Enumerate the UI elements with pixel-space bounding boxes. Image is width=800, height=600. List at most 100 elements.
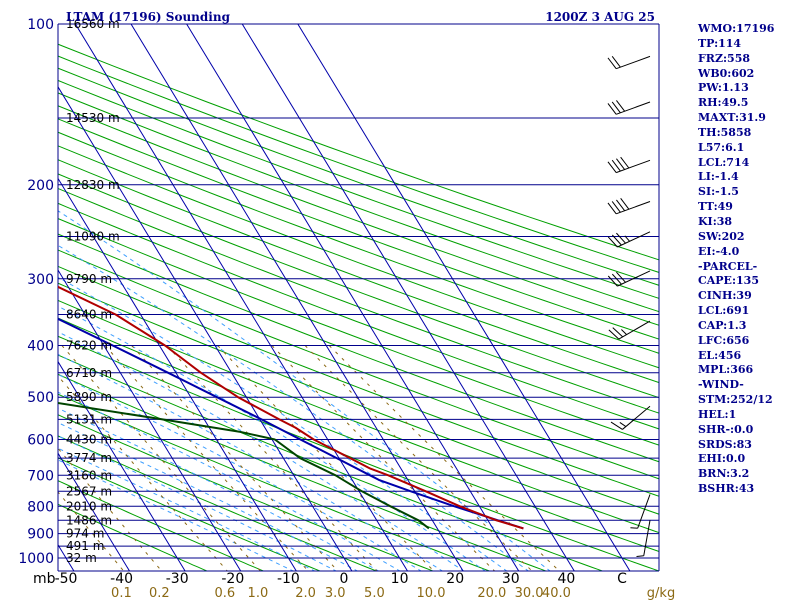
moist-adiabat-line (58, 305, 486, 571)
index-item: LCL:714 (698, 155, 750, 169)
index-item: BSHR:43 (698, 482, 755, 496)
index-item: SW:202 (698, 229, 745, 243)
wind-barb-staff (637, 494, 651, 529)
index-item: EI:-4.0 (698, 244, 740, 258)
pressure-tick-label: 100 (27, 17, 54, 33)
wind-barb-full (611, 201, 621, 213)
index-item: STM:252/12 (698, 393, 773, 407)
wind-barb-full (607, 161, 617, 173)
dry-adiabat-line (58, 43, 659, 261)
height-tick-label: 12830 m (66, 178, 120, 192)
wind-barb-staff (616, 101, 651, 115)
index-item: RH:49.5 (698, 96, 749, 110)
mixing-ratio-line (328, 345, 561, 571)
wind-barb-full (607, 57, 617, 70)
moist-adiabat-line (58, 391, 401, 571)
temperature-tick-label: 40 (557, 571, 575, 587)
isotherm-line (58, 269, 242, 571)
height-tick-label: 5890 m (66, 390, 112, 404)
mixing-ratio-tick-label: 5.0 (364, 586, 385, 600)
temperature-tick-label: -50 (55, 571, 78, 587)
wind-barb (607, 198, 651, 215)
wind-barb-staff (643, 520, 651, 556)
wind-barb (607, 156, 651, 174)
height-tick-label: 3774 m (66, 451, 112, 465)
dry-adiabat-line (58, 202, 659, 430)
wind-barb-full (611, 234, 622, 246)
index-item: MPL:366 (698, 363, 754, 377)
wind-barb-full (607, 202, 617, 215)
dry-adiabat-line (58, 233, 659, 463)
pressure-tick-label: 600 (27, 433, 54, 449)
height-tick-label: 1486 m (66, 513, 112, 527)
pressure-tick-label: 1000 (18, 551, 54, 567)
isobars (57, 23, 660, 572)
isotherm-line (186, 24, 520, 571)
moist-adiabat-line (58, 210, 551, 571)
temperature-tick-label: 0 (340, 571, 349, 587)
index-item: TP:114 (698, 36, 742, 50)
wind-barb-full (610, 421, 623, 430)
dry-adiabat-line (58, 67, 659, 286)
isotherm-line (58, 177, 297, 571)
wind-barb-full (611, 159, 621, 172)
mixing-ratio-tick-label: 2.0 (295, 586, 316, 600)
dry-adiabat-line (58, 282, 659, 515)
wind-barb (636, 520, 651, 558)
height-tick-label: 3160 m (66, 468, 112, 482)
index-item: PW:1.13 (698, 81, 749, 95)
index-item: -WIND- (698, 378, 744, 392)
wind-barb-full (616, 232, 626, 244)
moist-adiabat-line (58, 435, 338, 571)
index-item: -PARCEL- (698, 259, 758, 273)
index-item: EHI:0.0 (698, 452, 746, 466)
height-tick-label: 32 m (66, 551, 97, 565)
isotherm-line (58, 85, 353, 571)
wind-barb-staff (622, 405, 651, 430)
wind-barb (607, 55, 651, 70)
mixing-ratio-tick-label: 0.1 (111, 586, 132, 600)
index-item: CAPE:135 (698, 274, 759, 288)
height-tick-label: 2567 m (66, 484, 112, 498)
wind-barb-full (616, 271, 626, 283)
wind-barbs (607, 55, 651, 558)
wind-barb (608, 320, 651, 340)
isotherm-line (58, 360, 186, 571)
isotherm-line (241, 24, 575, 571)
index-item: CAP:1.3 (698, 318, 747, 332)
index-item: MAXT:31.9 (698, 111, 766, 125)
wind-barb-half (619, 422, 627, 427)
height-tick-label: 2010 m (66, 499, 112, 513)
index-item: LFC:656 (698, 333, 750, 347)
parcel-profile (58, 317, 524, 530)
wind-barb-full (611, 101, 621, 114)
mixing-ratio-unit-label: g/kg (647, 586, 675, 600)
height-tick-label: 7620 m (66, 339, 112, 353)
index-item: TH:5858 (698, 125, 752, 139)
temperature-tick-label: 20 (446, 571, 464, 587)
wind-barb-full (620, 156, 630, 169)
dry-adiabat-line (58, 249, 659, 480)
index-item: KI:38 (698, 214, 733, 228)
height-tick-label: 16560 m (66, 17, 120, 31)
wind-barb-staff (617, 231, 651, 248)
dry-adiabat-line (58, 187, 659, 414)
pressure-tick-label: 500 (27, 390, 54, 406)
index-item: WB0:602 (698, 66, 755, 80)
dry-adiabat-line (58, 265, 659, 497)
sounding-profiles (58, 285, 524, 530)
wind-barb-full (607, 275, 618, 287)
index-item: FRZ:558 (698, 51, 751, 65)
pressure-tick-label: 800 (27, 499, 54, 515)
index-item: CINH:39 (698, 289, 752, 303)
moist-adiabat-line (58, 244, 530, 571)
dry-adiabat-line (58, 145, 659, 369)
mixing-ratio-tick-label: 20.0 (477, 586, 506, 600)
mixing-ratio-tick-label: 10.0 (417, 586, 446, 600)
index-item: BRN:3.2 (698, 467, 750, 481)
wind-barb-half (630, 527, 638, 529)
axis-labels: 0.1 0.2 0.6 1.0 2.0 3.0 5.0 10.0 20.0 30.040.0 g/k… (18, 17, 675, 600)
height-tick-label: 491 m (66, 539, 104, 553)
dry-adiabat-line (58, 435, 378, 571)
wind-barb-half (624, 235, 630, 242)
